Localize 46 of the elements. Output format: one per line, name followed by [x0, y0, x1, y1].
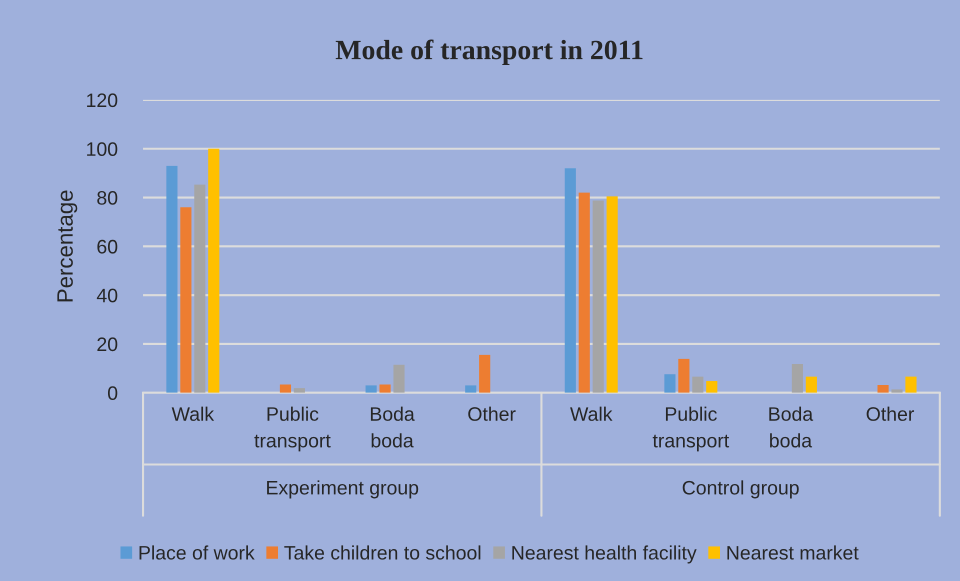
- x-tick-label: Public transport: [254, 406, 331, 452]
- y-tick-label: 120: [87, 93, 118, 108]
- x-tick-label: Boda boda: [370, 406, 415, 448]
- x-tick-label: Boda boda: [769, 406, 814, 448]
- y-tick-label: 40: [96, 288, 118, 302]
- bar: [678, 358, 690, 393]
- y-tick-label: 60: [97, 240, 118, 254]
- text: Experiment group: [267, 480, 418, 498]
- legend-label: Place of work: [140, 545, 255, 560]
- bar: [905, 376, 917, 393]
- x-tick-label: Walk: [172, 406, 214, 421]
- bar: [294, 388, 305, 393]
- bar: [208, 148, 220, 393]
- y-tick-label: 80: [97, 191, 118, 205]
- bar: [194, 184, 206, 393]
- bar: [393, 364, 405, 393]
- bar: [792, 364, 803, 393]
- bar: [180, 207, 192, 393]
- y-tick-label: 0: [108, 386, 118, 400]
- bar: [606, 196, 618, 393]
- legend-label: Nearest market: [727, 545, 859, 560]
- y-tick-label: 100: [87, 142, 118, 156]
- y-axis-title: Percentage: [57, 190, 78, 302]
- x-tick-label: Walk: [570, 406, 613, 421]
- x-tick-label: Other: [468, 406, 516, 421]
- bar: [706, 381, 718, 393]
- bar: [877, 384, 889, 393]
- bar: [592, 200, 604, 393]
- bar: [692, 376, 704, 393]
- y-tick-label: 20: [97, 337, 118, 352]
- bar: [806, 376, 817, 393]
- text: Control group: [682, 480, 799, 498]
- x-tick-label: Public transport: [652, 406, 730, 452]
- bar: [366, 385, 377, 393]
- chart-title: Mode of transport in 2011: [336, 40, 642, 66]
- bar: [564, 168, 576, 393]
- bar: [578, 192, 590, 393]
- bar: [166, 166, 178, 393]
- bar: [664, 374, 676, 393]
- bar: [465, 385, 476, 393]
- bar: [280, 384, 292, 393]
- bar: [479, 354, 490, 393]
- legend-label: Take children to school: [284, 545, 480, 560]
- legend-label: Nearest health facility: [512, 545, 697, 564]
- x-tick-label: Other: [866, 406, 914, 421]
- bar: [379, 384, 391, 393]
